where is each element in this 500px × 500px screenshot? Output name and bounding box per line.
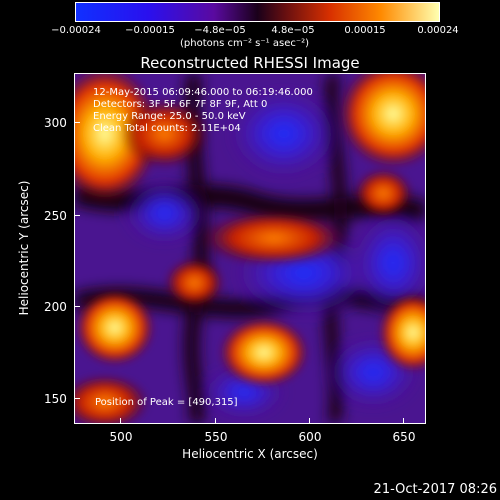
x-tick-label: 650 [392, 430, 416, 444]
x-tick-label: 550 [204, 430, 228, 444]
x-tick-label: 600 [298, 430, 322, 444]
x-tick-mark [120, 418, 121, 424]
x-tick-mark [215, 418, 216, 424]
y-tick-mark [74, 398, 80, 399]
colorbar [75, 2, 440, 22]
detectors-annotation: Detectors: 3F 5F 6F 7F 8F 9F, Att 0 [93, 99, 268, 110]
x-tick-mark [403, 418, 404, 424]
colorbar-tick-label: 4.8e−05 [271, 25, 315, 36]
y-tick-label: 300 [44, 116, 67, 130]
rhessi-image-map [75, 74, 425, 423]
y-tick-mark [74, 306, 80, 307]
y-tick-mark [74, 122, 80, 123]
y-tick-label: 150 [44, 392, 67, 406]
x-tick-mark [309, 418, 310, 424]
y-tick-label: 250 [44, 209, 67, 223]
colorbar-tick-label: 0.00015 [344, 25, 386, 36]
x-tick-label: 500 [109, 430, 133, 444]
image-plot-area: 12-May-2015 06:09:46.000 to 06:19:46.000… [74, 73, 426, 424]
colorbar-tick-label: −0.00015 [125, 25, 175, 36]
plot-title: Reconstructed RHESSI Image [140, 54, 360, 72]
y-tick-label: 200 [44, 300, 67, 314]
colorbar-tick-label: 0.00024 [417, 25, 459, 36]
colorbar-tick-label: −4.8e−05 [194, 25, 246, 36]
x-axis-label: Heliocentric X (arcsec) [182, 447, 318, 461]
colorbar-tick-label: −0.00024 [51, 25, 101, 36]
generation-timestamp: 21-Oct-2017 08:26 [373, 482, 497, 497]
y-axis-label: Heliocentric Y (arcsec) [17, 180, 31, 316]
colorbar-unit-label: (photons cm⁻² s⁻¹ asec⁻²) [180, 38, 310, 49]
clean-total-counts-annotation: Clean Total counts: 2.11E+04 [93, 123, 241, 134]
energy-range-annotation: Energy Range: 25.0 - 50.0 keV [93, 111, 246, 122]
time-range-annotation: 12-May-2015 06:09:46.000 to 06:19:46.000 [93, 87, 313, 98]
y-tick-mark [74, 215, 80, 216]
peak-position-annotation: Position of Peak = [490,315] [95, 397, 238, 408]
